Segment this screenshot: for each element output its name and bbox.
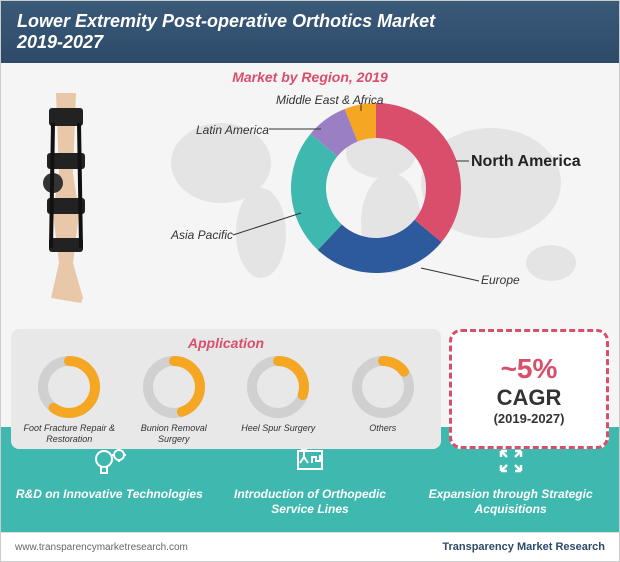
footer-url: www.transparencymarketresearch.com	[15, 542, 188, 553]
gauge-icon	[37, 355, 101, 419]
donut-chart	[291, 103, 461, 273]
infographic-container: Lower Extremity Post-operative Orthotics…	[0, 0, 620, 562]
label-latin-america: Latin America	[196, 123, 269, 137]
years: 2019-2027	[17, 32, 603, 53]
driver-label: R&D on Innovative Technologies	[16, 487, 203, 503]
driver-label: Expansion through Strategic Acquisitions	[416, 487, 606, 518]
main-area: Market by Region, 2019 North America Eur…	[1, 63, 619, 427]
application-item: Heel Spur Surgery	[228, 355, 328, 445]
header: Lower Extremity Post-operative Orthotics…	[1, 1, 619, 63]
application-section: Application Foot Fracture Repair & Resto…	[11, 329, 441, 449]
chart-title: Market by Region, 2019	[1, 63, 619, 85]
application-items: Foot Fracture Repair & Restoration Bunio…	[17, 355, 435, 445]
label-north-america: North America	[471, 153, 581, 171]
application-item: Foot Fracture Repair & Restoration	[19, 355, 119, 445]
application-label: Bunion Removal Surgery	[124, 423, 224, 445]
driver-item: Expansion through Strategic Acquisitions	[416, 441, 606, 518]
driver-label: Introduction of Orthopedic Service Lines	[215, 487, 405, 518]
footer-logo: Transparency Market Research	[442, 541, 605, 553]
cagr-pct: ~5%	[501, 353, 558, 385]
application-label: Heel Spur Surgery	[241, 423, 315, 434]
label-europe: Europe	[481, 273, 520, 287]
application-label: Foot Fracture Repair & Restoration	[19, 423, 119, 445]
application-item: Others	[333, 355, 433, 445]
leg-brace-image	[11, 83, 131, 313]
gauge-icon	[246, 355, 310, 419]
label-asia-pacific: Asia Pacific	[171, 228, 233, 242]
cagr-years: (2019-2027)	[494, 411, 565, 426]
application-label: Others	[369, 423, 396, 434]
cagr-label: CAGR	[497, 385, 562, 411]
gauge-icon	[142, 355, 206, 419]
footer: www.transparencymarketresearch.com Trans…	[1, 532, 619, 561]
application-item: Bunion Removal Surgery	[124, 355, 224, 445]
gauge-icon	[351, 355, 415, 419]
donut-segment	[376, 103, 461, 242]
title: Lower Extremity Post-operative Orthotics…	[17, 11, 603, 32]
cagr-box: ~5% CAGR (2019-2027)	[449, 329, 609, 449]
driver-item: R&D on Innovative Technologies	[14, 441, 204, 518]
application-title: Application	[17, 335, 435, 351]
driver-item: Introduction of Orthopedic Service Lines	[215, 441, 405, 518]
label-mea: Middle East & Africa	[276, 93, 384, 107]
